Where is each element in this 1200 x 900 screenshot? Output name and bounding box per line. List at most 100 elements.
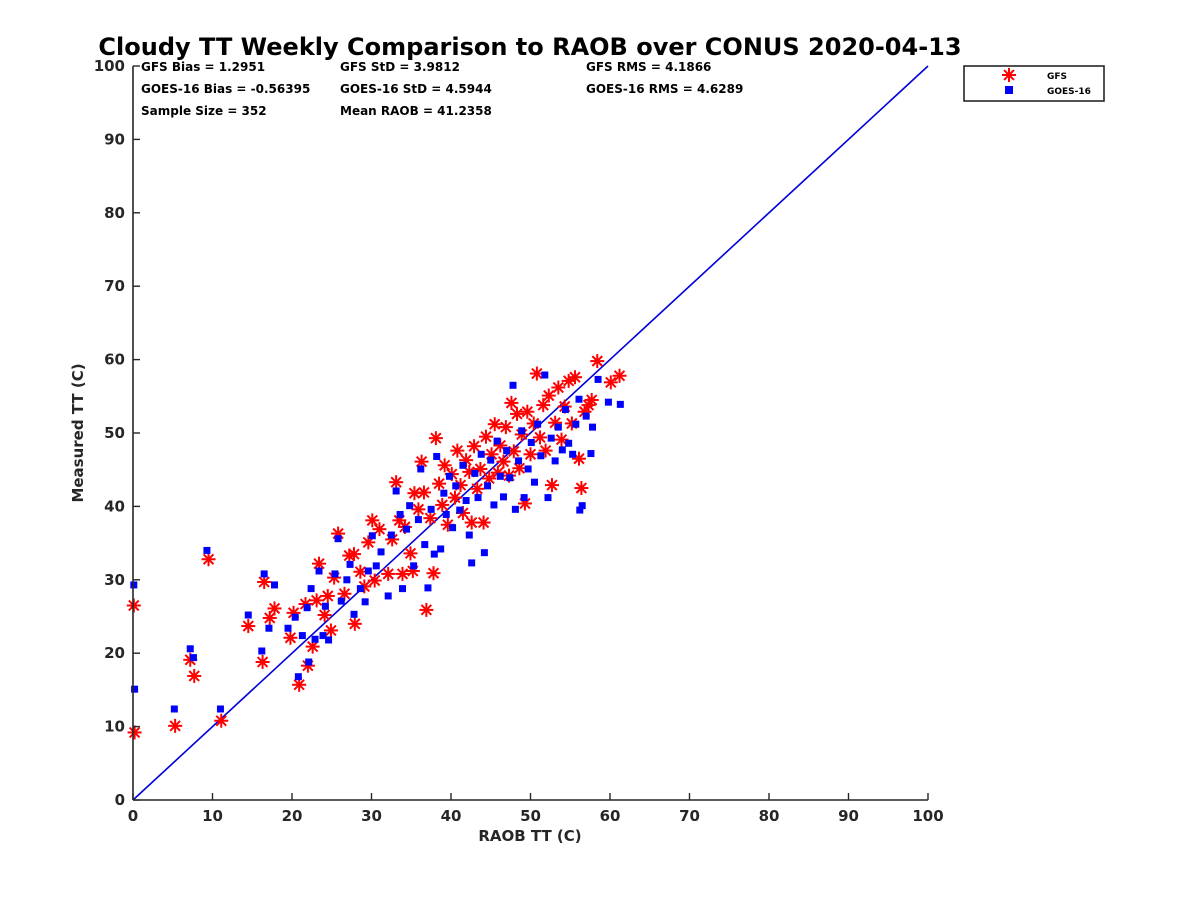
gfs-point [533, 430, 548, 445]
gfs-point [353, 564, 368, 579]
goes-16-point [294, 673, 302, 681]
gfs-point [437, 458, 452, 473]
goes-16-point [417, 465, 425, 473]
goes-16-point [589, 423, 597, 431]
stat-goes-std: GOES-16 StD = 4.5944 [340, 82, 492, 96]
goes-16-point [315, 567, 323, 575]
x-tick-label: 30 [361, 807, 382, 825]
goes-16-point [561, 406, 569, 414]
gfs-point [389, 475, 404, 490]
gfs-point [365, 513, 380, 528]
goes-16-point [456, 506, 464, 514]
y-axis-ticks: 0 10 20 30 40 50 60 70 80 90 100 [94, 57, 140, 809]
y-tick-label: 50 [104, 424, 125, 442]
y-tick-label: 0 [115, 791, 125, 809]
gfs-point [255, 655, 270, 670]
gfs-point [347, 616, 362, 631]
gfs-point [447, 490, 462, 505]
goes-16-point [541, 371, 549, 379]
goes-16-point [496, 472, 504, 480]
stat-mean-raob: Mean RAOB = 41.2358 [340, 104, 492, 118]
goes-16-point [244, 611, 252, 619]
goes-16-point [271, 581, 279, 589]
goes-16-point [490, 501, 498, 509]
gfs-point [347, 547, 362, 562]
goes-16-point [578, 502, 586, 510]
x-axis-ticks: 0 10 20 30 40 50 60 70 80 90 100 [128, 793, 944, 825]
gfs-point [568, 370, 583, 385]
one-to-one-line [132, 65, 929, 801]
gfs-point [257, 575, 272, 590]
goes-16-point [189, 654, 197, 662]
goes-16-point [442, 510, 450, 518]
gfs-point [523, 447, 538, 462]
y-tick-label: 100 [94, 57, 125, 75]
gfs-point [426, 566, 441, 581]
goes-16-point [364, 567, 372, 575]
goes-16-point [484, 482, 492, 490]
goes-16-point [361, 598, 369, 606]
gfs-point [612, 368, 627, 383]
y-tick-label: 80 [104, 204, 125, 222]
x-tick-label: 40 [441, 807, 462, 825]
legend-gfs-marker-shape [1002, 68, 1016, 82]
goes-16-point [437, 545, 445, 553]
goes-16-point [170, 705, 178, 713]
gfs-point [504, 395, 519, 410]
goes-16-point [356, 585, 364, 593]
legend-gfs-asterisk-icon [1002, 68, 1016, 82]
y-tick-label: 10 [104, 718, 125, 736]
gfs-point [317, 608, 332, 623]
goes-16-point [421, 541, 429, 549]
statistics-annotations: GFS Bias = 1.2951 GFS StD = 3.9812 GFS R… [141, 60, 743, 118]
goes-16-point [493, 437, 501, 445]
goes-16-point [465, 531, 473, 539]
x-tick-label: 100 [912, 807, 943, 825]
gfs-point [372, 522, 387, 537]
goes-16-point [506, 474, 514, 482]
gfs-point [541, 388, 556, 403]
goes-16-point [311, 635, 319, 643]
goes-16-point [582, 412, 590, 420]
goes-16-point [576, 506, 584, 514]
goes-16-point [343, 576, 351, 584]
goes-16-point [337, 597, 345, 605]
goes-16-point [616, 400, 624, 408]
gfs-point [476, 515, 491, 530]
goes-16-point [387, 531, 395, 539]
goes-16-point [402, 525, 410, 533]
x-tick-label: 90 [838, 807, 859, 825]
x-tick-label: 70 [679, 807, 700, 825]
y-tick-label: 60 [104, 351, 125, 369]
gfs-point [187, 668, 202, 683]
goes-16-point [440, 489, 448, 497]
gfs-point [584, 392, 599, 407]
gfs-point [312, 556, 327, 571]
goes-16-point [427, 505, 435, 513]
goes-16-point [445, 472, 453, 480]
legend-box [963, 65, 1105, 102]
gfs-point [435, 497, 450, 512]
stat-sample-size: Sample Size = 352 [141, 104, 267, 118]
y-tick-label: 30 [104, 571, 125, 589]
gfs-point [283, 630, 298, 645]
goes-16-point [474, 494, 482, 502]
gfs-point [214, 713, 229, 728]
gfs-point [487, 417, 502, 432]
x-tick-label: 50 [520, 807, 541, 825]
goes-16-point [468, 559, 476, 567]
gfs-point [201, 552, 216, 567]
goes-16-point [368, 532, 376, 540]
x-tick-label: 20 [282, 807, 303, 825]
y-tick-label: 90 [104, 130, 125, 148]
gfs-point [520, 404, 535, 419]
gfs-point [603, 375, 618, 390]
goes-16-point [433, 452, 441, 460]
goes-16-point [260, 570, 268, 578]
goes-16-point [291, 613, 299, 621]
legend-goes-square-icon [1005, 86, 1013, 94]
goes-16-point [216, 705, 224, 713]
goes-16-point [537, 452, 545, 460]
